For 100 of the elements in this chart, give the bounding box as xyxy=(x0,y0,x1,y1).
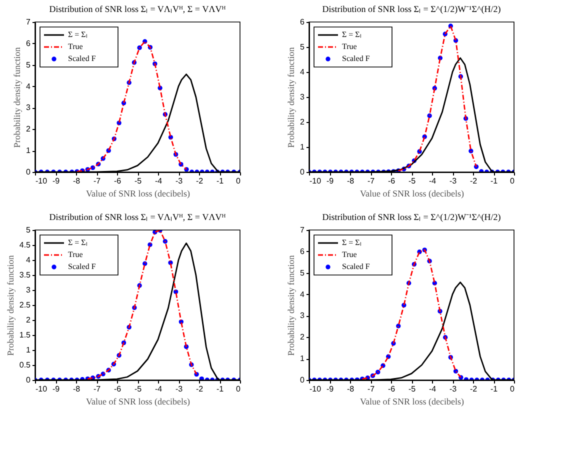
chart-title: Distribution of SNR loss Σₗ = Σ^(1/2)W⁻¹Σ^(H/2) xyxy=(322,212,501,222)
x-tick-label: -6 xyxy=(114,176,122,186)
x-tick-label: -5 xyxy=(134,176,142,186)
x-tick-label: -9 xyxy=(52,176,60,186)
x-tick-label: -3 xyxy=(449,176,458,186)
y-tick-label: 2 xyxy=(26,124,32,134)
legend-label: Σ = Σₗ xyxy=(68,238,87,247)
x-tick-label: -7 xyxy=(93,384,102,394)
y-tick-label: 2 xyxy=(300,118,306,126)
y-tick-label: 0 xyxy=(300,376,306,384)
legend-label: Σ = Σₗ xyxy=(342,238,361,247)
x-tick-label: -1 xyxy=(216,176,224,186)
y-tick-label: 3 xyxy=(26,286,32,294)
y-tick-label: 1 xyxy=(26,146,32,156)
y-axis-title: Probability density function xyxy=(286,254,296,356)
x-tick-label: -4 xyxy=(428,384,437,394)
y-tick-label: 3 xyxy=(300,311,306,320)
x-tick-label: -2 xyxy=(470,384,478,394)
point xyxy=(376,370,380,374)
y-tick-label: 3.5 xyxy=(19,270,32,280)
x-axis-title: Value of SNR loss (decibels) xyxy=(86,396,190,406)
x-tick-label: -3 xyxy=(175,176,184,186)
y-tick-label: 2.5 xyxy=(19,300,32,310)
y-tick-label: 5 xyxy=(300,42,306,52)
x-tick-label: -8 xyxy=(72,384,81,394)
x-tick-label: -1 xyxy=(490,384,498,394)
x-tick-label: 0 xyxy=(236,384,242,394)
legend-label: True xyxy=(342,250,358,259)
x-tick-label: -9 xyxy=(326,384,334,394)
y-tick-label: 4.5 xyxy=(19,240,32,250)
x-tick-label: -8 xyxy=(346,176,355,186)
y-tick-label: 6 xyxy=(300,18,306,26)
x-tick-label: -3 xyxy=(175,384,184,394)
y-tick-label: 0 xyxy=(26,168,32,176)
y-axis-title: Probability density function xyxy=(5,254,16,356)
x-tick-label: -10 xyxy=(310,384,322,394)
y-tick-label: 6 xyxy=(26,38,32,48)
x-tick-label: -9 xyxy=(326,176,334,186)
x-tick-label: -9 xyxy=(52,384,60,394)
x-tick-label: -3 xyxy=(449,384,458,394)
y-tick-label: 1 xyxy=(300,354,306,364)
x-tick-label: -5 xyxy=(408,384,416,394)
x-tick-label: -5 xyxy=(408,176,416,186)
x-tick-label: -4 xyxy=(154,176,163,186)
x-tick-label: -8 xyxy=(72,176,81,186)
x-tick-label: -7 xyxy=(367,384,376,394)
x-tick-label: -10 xyxy=(36,176,48,186)
x-tick-label: -8 xyxy=(346,384,355,394)
chart-title: Distribution of SNR loss Σₗ = VΛₗVᴴ, Σ = VΛVᴴ xyxy=(49,212,226,222)
legend-label: Σ = Σₗ xyxy=(68,30,87,39)
x-tick-label: -10 xyxy=(36,384,48,394)
y-tick-label: 5 xyxy=(26,60,32,70)
chart-title: Distribution of SNR loss Σₗ = VΛₗVᴴ, Σ = VΛVᴴ xyxy=(49,4,226,14)
y-tick-label: 7 xyxy=(300,226,306,234)
legend-label: True xyxy=(68,250,84,259)
x-tick-label: -1 xyxy=(216,384,224,394)
x-tick-label: 0 xyxy=(236,176,242,186)
x-tick-label: -2 xyxy=(196,384,204,394)
x-tick-label: -7 xyxy=(367,176,376,186)
x-tick-label: -6 xyxy=(114,384,122,394)
x-tick-label: -6 xyxy=(388,384,396,394)
y-tick-label: 1 xyxy=(300,142,306,152)
y-tick-label: 4 xyxy=(300,68,306,76)
y-tick-label: 1 xyxy=(26,346,32,354)
x-tick-label: 0 xyxy=(510,176,516,186)
y-tick-label: 2 xyxy=(26,316,32,324)
y-tick-label: 2 xyxy=(300,332,306,342)
y-tick-label: 5 xyxy=(26,226,32,234)
y-axis-title: Probability density function xyxy=(286,46,296,148)
x-tick-label: -4 xyxy=(154,384,163,394)
chart-title: Distribution of SNR loss Σₗ = Σ^(1/2)W⁻¹Σ^(H/2) xyxy=(322,4,501,14)
legend-label: True xyxy=(342,42,358,51)
point xyxy=(137,45,142,50)
legend-label: True xyxy=(68,42,84,51)
y-tick-label: 4 xyxy=(26,256,32,264)
y-tick-label: 0 xyxy=(26,376,32,384)
legend-label: Scaled F xyxy=(342,54,370,63)
x-tick-label: -5 xyxy=(134,384,142,394)
legend-label: Scaled F xyxy=(342,262,370,271)
x-tick-label: -10 xyxy=(310,176,322,186)
y-tick-label: 4 xyxy=(26,82,32,91)
x-tick-label: 0 xyxy=(510,384,516,394)
x-axis-title: Value of SNR loss (decibels) xyxy=(86,188,190,198)
y-tick-label: 7 xyxy=(26,18,32,26)
y-tick-label: 3 xyxy=(300,92,306,102)
y-tick-label: 0 xyxy=(300,168,306,176)
legend-label: Scaled F xyxy=(68,54,96,63)
y-tick-label: 4 xyxy=(300,290,306,299)
x-tick-label: -7 xyxy=(93,176,102,186)
y-tick-label: 3 xyxy=(26,103,32,112)
y-axis-title: Probability density function xyxy=(12,46,22,148)
y-tick-label: 5 xyxy=(300,268,306,278)
x-tick-label: -2 xyxy=(196,176,204,186)
x-tick-label: -1 xyxy=(490,176,498,186)
x-axis-title: Value of SNR loss (decibels) xyxy=(360,396,464,406)
x-axis-title: Value of SNR loss (decibels) xyxy=(360,188,464,198)
legend-label: Σ = Σₗ xyxy=(342,30,361,39)
x-tick-label: -4 xyxy=(428,176,437,186)
y-tick-label: 6 xyxy=(300,246,306,256)
y-tick-label: 0.5 xyxy=(19,360,32,370)
